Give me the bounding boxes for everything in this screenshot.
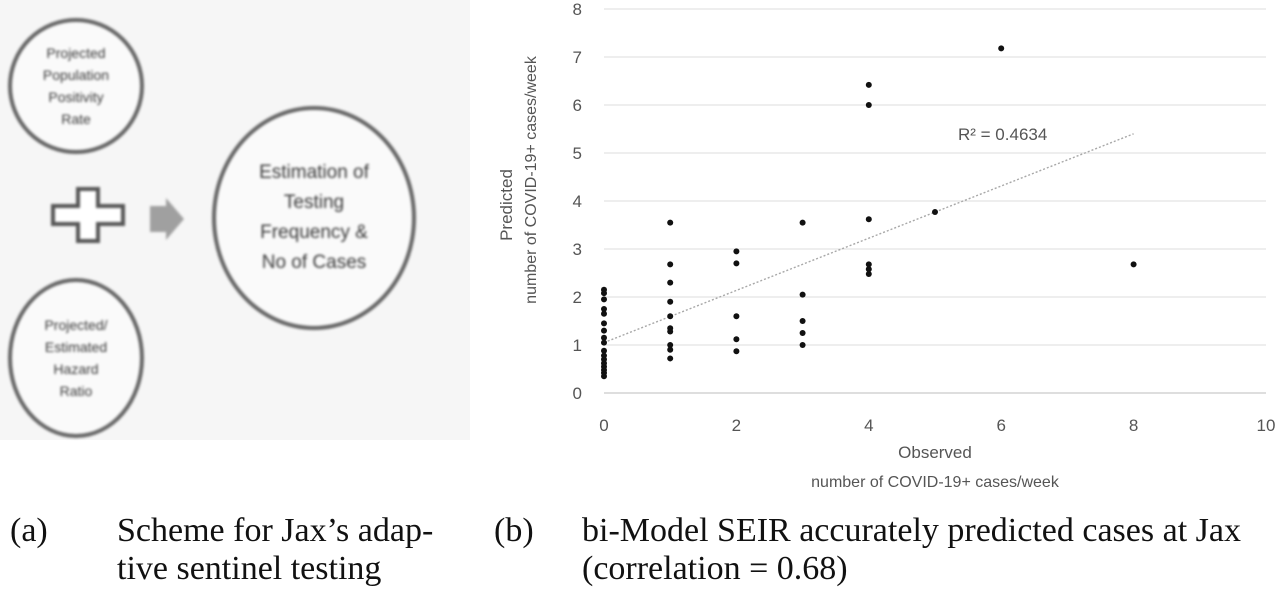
y-tick-label: 2 xyxy=(573,288,582,307)
data-point xyxy=(601,306,607,312)
data-point xyxy=(865,270,872,277)
data-point xyxy=(799,318,806,324)
data-point xyxy=(601,352,607,359)
data-point xyxy=(601,347,607,354)
data-point xyxy=(667,342,674,348)
hazard-ratio-label: Projected/ Estimated Hazard Ratio xyxy=(44,317,108,399)
scheme-panel: Projected Population Positivity Rate Pro… xyxy=(0,0,470,440)
data-point xyxy=(601,310,607,317)
data-point xyxy=(667,279,674,286)
data-point xyxy=(601,334,607,341)
x-axis-label-line1: Observed xyxy=(898,443,972,462)
data-point xyxy=(998,45,1005,52)
data-point xyxy=(667,355,674,362)
hazard-ratio-circle: Projected/ Estimated Hazard Ratio xyxy=(8,278,144,438)
y-axis-label-line1: Predicted xyxy=(497,169,516,241)
data-point xyxy=(1130,261,1137,268)
x-tick-label: 4 xyxy=(864,416,873,435)
scatter-chart: 0 1 2 3 4 5 6 7 8 0 2 4 6 8 10 R² = 0.4634 Observed n… xyxy=(497,0,1275,491)
y-tick-labels: 0 1 2 3 4 5 6 7 8 xyxy=(573,0,582,403)
data-point xyxy=(667,346,674,353)
y-tick-label: 0 xyxy=(573,384,582,403)
x-tick-label: 8 xyxy=(1129,416,1138,435)
y-tick-label: 7 xyxy=(573,48,582,67)
x-tick-label: 6 xyxy=(996,416,1005,435)
data-point xyxy=(733,313,740,320)
data-point xyxy=(799,342,806,348)
caption-a-label: (a) xyxy=(10,512,48,549)
x-axis-label-line2: number of COVID-19+ cases/week xyxy=(811,474,1060,491)
y-tick-label: 3 xyxy=(573,240,582,259)
data-point xyxy=(865,266,872,273)
data-point xyxy=(865,102,872,108)
trendline xyxy=(603,133,1134,344)
data-point xyxy=(601,320,607,327)
y-axis-label-line2: number of COVID-19+ cases/week xyxy=(523,55,540,304)
data-point xyxy=(667,298,674,305)
gridlines xyxy=(604,8,1266,394)
data-point xyxy=(601,296,607,303)
plus-icon xyxy=(51,187,125,243)
data-point xyxy=(601,327,607,334)
data-point xyxy=(865,81,872,88)
data-point xyxy=(601,286,607,293)
data-point xyxy=(799,291,806,298)
y-tick-label: 5 xyxy=(573,144,582,163)
data-point xyxy=(733,248,740,255)
data-point xyxy=(799,219,806,226)
data-point xyxy=(865,216,872,223)
estimation-circle: Estimation of Testing Frequency & No of … xyxy=(212,106,416,330)
y-tick-label: 6 xyxy=(573,96,582,115)
r-squared-label: R² = 0.4634 xyxy=(958,125,1047,144)
caption-b-text: bi-Model SEIR accurately predicted cases… xyxy=(582,512,1241,587)
data-point xyxy=(932,209,938,216)
data-point xyxy=(799,330,806,336)
data-point xyxy=(667,313,674,320)
positivity-rate-circle: Projected Population Positivity Rate xyxy=(8,18,144,154)
data-point xyxy=(667,325,674,332)
y-tick-label: 1 xyxy=(573,336,582,355)
x-tick-labels: 0 2 4 6 8 10 xyxy=(599,416,1275,435)
x-tick-label: 0 xyxy=(599,416,608,435)
caption-b-label: (b) xyxy=(494,512,534,549)
caption-a-text: Scheme for Jax’s adap- tive sentinel tes… xyxy=(117,512,434,587)
data-point xyxy=(865,261,872,268)
data-point xyxy=(733,348,740,355)
data-point xyxy=(667,219,674,226)
right-arrow-icon xyxy=(150,198,184,240)
y-tick-label: 8 xyxy=(573,0,582,19)
x-tick-label: 10 xyxy=(1257,416,1276,435)
data-point xyxy=(733,336,740,343)
positivity-rate-label: Projected Population Positivity Rate xyxy=(42,45,110,127)
x-tick-label: 2 xyxy=(732,416,741,435)
data-point xyxy=(667,261,674,268)
data-point xyxy=(733,260,740,267)
estimation-label: Estimation of Testing Frequency & No of … xyxy=(259,162,369,273)
data-points xyxy=(601,45,1137,380)
y-tick-label: 4 xyxy=(573,192,582,211)
data-point xyxy=(601,339,607,346)
